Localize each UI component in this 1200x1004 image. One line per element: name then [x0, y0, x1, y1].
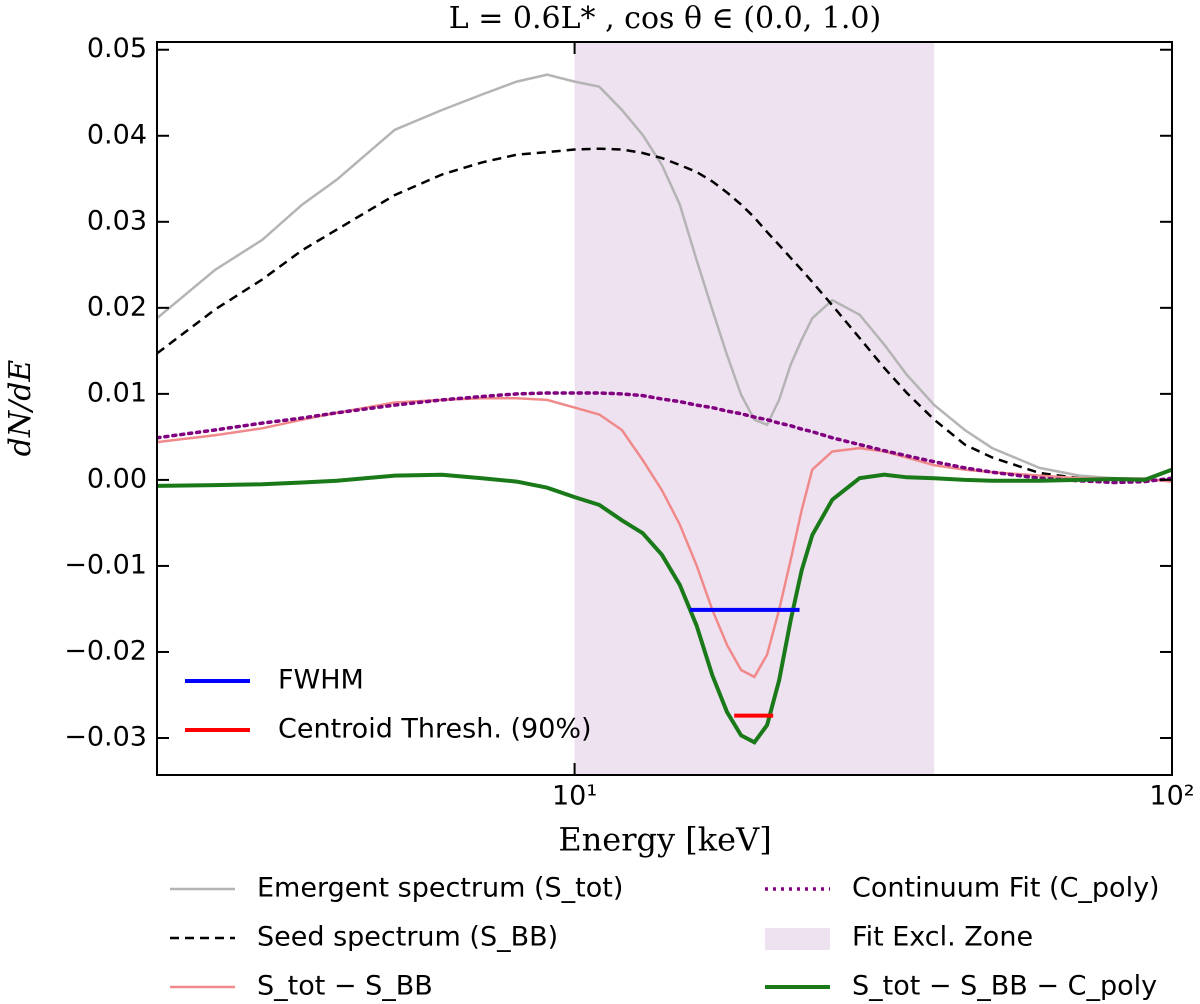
series-line	[157, 73, 1172, 483]
y-tick-label: 0.05	[87, 33, 147, 64]
y-tick-label: 0.02	[87, 291, 147, 322]
legend-label: Centroid Thresh. (90%)	[278, 714, 592, 745]
legend-label: Seed spectrum (S_BB)	[257, 922, 558, 953]
x-tick-label: 10²	[1149, 781, 1194, 812]
legend-label: Fit Excl. Zone	[852, 922, 1033, 953]
plot-frame	[156, 41, 1173, 776]
y-axis-label: dN/dE	[3, 360, 38, 457]
legend-label: FWHM	[278, 665, 364, 696]
chart-title: L = 0.6L* , cos θ ∈ (0.0, 1.0)	[449, 1, 881, 36]
shaded-region	[574, 42, 935, 775]
y-tick-label: 0.01	[87, 377, 147, 408]
legend-swatch	[765, 928, 830, 950]
y-tick-label: 0.04	[87, 119, 147, 150]
x-tick-label: 10¹	[552, 781, 597, 812]
y-tick-label: −0.01	[64, 549, 147, 580]
legend-label: Emergent spectrum (S_tot)	[257, 873, 623, 904]
y-tick-label: −0.02	[64, 635, 147, 666]
series-line	[157, 147, 1172, 482]
series-line	[157, 467, 1172, 745]
y-tick-label: 0.03	[87, 205, 147, 236]
y-tick-label: −0.03	[64, 722, 147, 753]
x-axis-label: Energy [keV]	[558, 821, 771, 859]
legend-label: S_tot − S_BB	[257, 971, 433, 1002]
series-line	[157, 396, 1172, 679]
legend-label: Continuum Fit (C_poly)	[852, 873, 1160, 904]
y-tick-label: 0.00	[87, 463, 147, 494]
legend-label: S_tot − S_BB − C_poly	[852, 971, 1157, 1002]
